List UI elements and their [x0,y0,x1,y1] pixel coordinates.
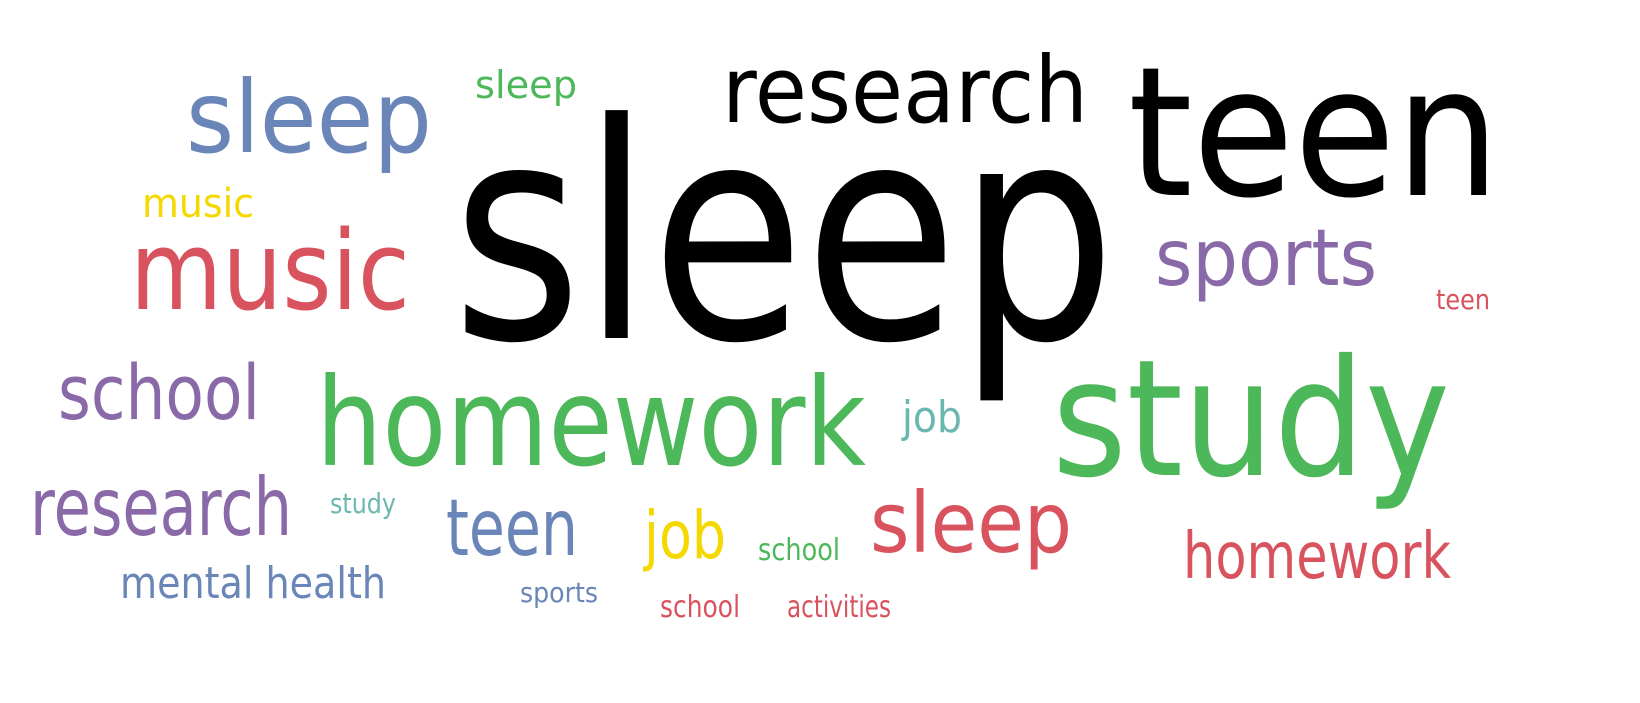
word-job-yellow: job [642,497,726,574]
word-school-green: school [758,533,840,568]
word-study-green: study [1052,326,1450,514]
word-school-purple: school [58,348,260,437]
word-homework-green: homework [316,352,866,494]
word-research-purple: research [30,461,292,554]
word-research-black: research [722,37,1088,144]
word-teen-black: teen [1128,29,1500,238]
word-music-red: music [130,207,410,335]
word-sleep-blue: sleep [186,59,432,176]
word-sports-blue: sports [520,576,598,609]
word-activities-red: activities [787,590,891,625]
word-sports-purple: sports [1155,214,1377,304]
word-homework-red: homework [1183,520,1451,594]
word-music-yellow: music [142,181,254,227]
word-job-teal: job [901,392,962,443]
word-teen-blue: teen [446,484,578,574]
word-study-teal: study [330,487,396,520]
word-sleep-black: sleep [452,60,1116,409]
word-sleep-red: sleep [870,474,1072,572]
word-sleep-green: sleep [475,63,577,107]
word-school-red: school [660,590,740,625]
word-teen-red: teen [1436,283,1490,316]
word-mental-health-blue: mental health [120,558,386,609]
